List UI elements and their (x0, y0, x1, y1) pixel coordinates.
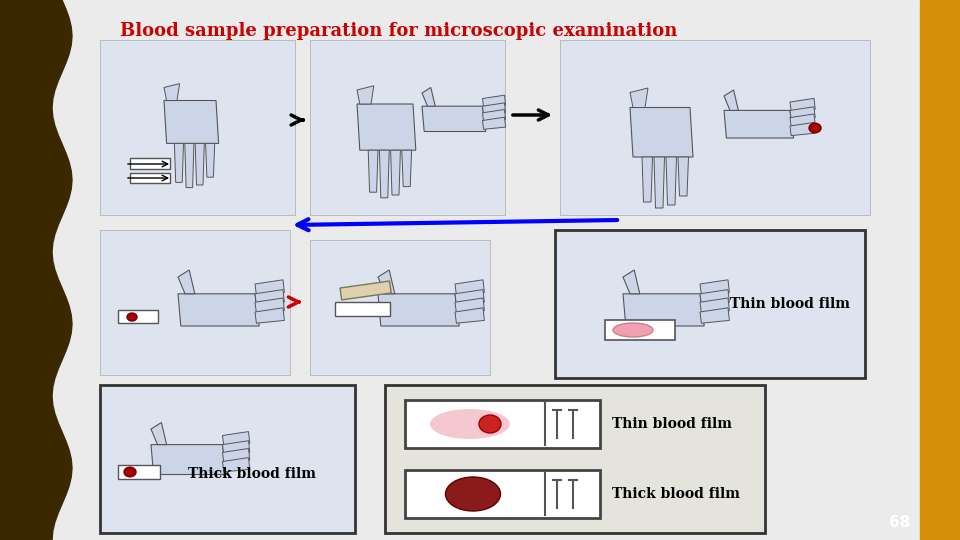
Polygon shape (164, 84, 180, 100)
Polygon shape (357, 104, 416, 150)
Bar (310, 240, 490, 375)
Bar (340, 281, 391, 300)
Bar (405, 400, 600, 448)
Polygon shape (654, 157, 664, 208)
Polygon shape (790, 114, 815, 127)
Bar (118, 465, 160, 479)
Polygon shape (255, 280, 284, 295)
Polygon shape (223, 449, 250, 463)
Polygon shape (379, 150, 389, 198)
Polygon shape (195, 144, 204, 185)
Polygon shape (178, 270, 195, 294)
Polygon shape (0, 0, 72, 540)
Polygon shape (175, 144, 183, 183)
Text: 68: 68 (889, 515, 911, 530)
Polygon shape (483, 95, 506, 107)
Polygon shape (790, 107, 815, 120)
Polygon shape (700, 289, 730, 305)
Polygon shape (223, 431, 250, 446)
Ellipse shape (445, 477, 500, 511)
Polygon shape (724, 110, 794, 138)
Bar (100, 230, 290, 375)
Polygon shape (378, 270, 395, 294)
Polygon shape (184, 144, 194, 187)
Polygon shape (700, 280, 730, 295)
Polygon shape (483, 117, 506, 129)
Text: Thick blood film: Thick blood film (188, 467, 317, 481)
Polygon shape (483, 103, 506, 115)
Polygon shape (402, 150, 412, 187)
Polygon shape (666, 157, 677, 205)
Text: Thick blood film: Thick blood film (612, 487, 740, 501)
Polygon shape (223, 441, 250, 455)
Polygon shape (151, 444, 227, 475)
Polygon shape (422, 106, 486, 132)
Bar (555, 230, 865, 378)
Polygon shape (630, 88, 648, 107)
Ellipse shape (430, 409, 510, 439)
Polygon shape (623, 294, 705, 326)
Polygon shape (455, 289, 485, 305)
Ellipse shape (124, 467, 136, 477)
Bar (130, 173, 170, 183)
Polygon shape (357, 86, 373, 104)
Bar (130, 158, 170, 169)
Polygon shape (455, 298, 485, 313)
Text: Blood sample preparation for microscopic examination: Blood sample preparation for microscopic… (120, 22, 678, 40)
Text: Thin blood film: Thin blood film (612, 417, 732, 431)
Polygon shape (678, 157, 688, 196)
Polygon shape (205, 144, 215, 177)
Bar (335, 302, 390, 316)
Polygon shape (369, 150, 378, 192)
Polygon shape (151, 422, 167, 444)
Bar (920, 0, 960, 540)
Polygon shape (700, 298, 730, 313)
Ellipse shape (127, 313, 137, 321)
Polygon shape (422, 87, 435, 106)
Polygon shape (178, 294, 259, 326)
Ellipse shape (809, 123, 821, 133)
Polygon shape (700, 308, 730, 323)
Bar (310, 40, 505, 215)
Bar (100, 40, 295, 215)
Polygon shape (455, 308, 485, 323)
Polygon shape (255, 308, 284, 323)
Polygon shape (255, 289, 284, 305)
Polygon shape (623, 270, 639, 294)
Text: Thin blood film: Thin blood film (730, 297, 850, 311)
Bar (560, 40, 870, 215)
Bar (385, 385, 765, 533)
Polygon shape (223, 457, 250, 472)
Polygon shape (164, 100, 219, 144)
Bar (405, 470, 600, 518)
Polygon shape (790, 98, 815, 112)
Polygon shape (483, 110, 506, 122)
Bar (118, 310, 158, 323)
Polygon shape (642, 157, 653, 202)
Polygon shape (378, 294, 459, 326)
Ellipse shape (479, 415, 501, 433)
Polygon shape (630, 107, 693, 157)
Polygon shape (455, 280, 485, 295)
Polygon shape (790, 123, 815, 136)
Polygon shape (391, 150, 400, 195)
Polygon shape (724, 90, 738, 110)
Bar (100, 385, 355, 533)
Bar (605, 320, 675, 340)
Polygon shape (255, 298, 284, 313)
Ellipse shape (613, 323, 653, 337)
